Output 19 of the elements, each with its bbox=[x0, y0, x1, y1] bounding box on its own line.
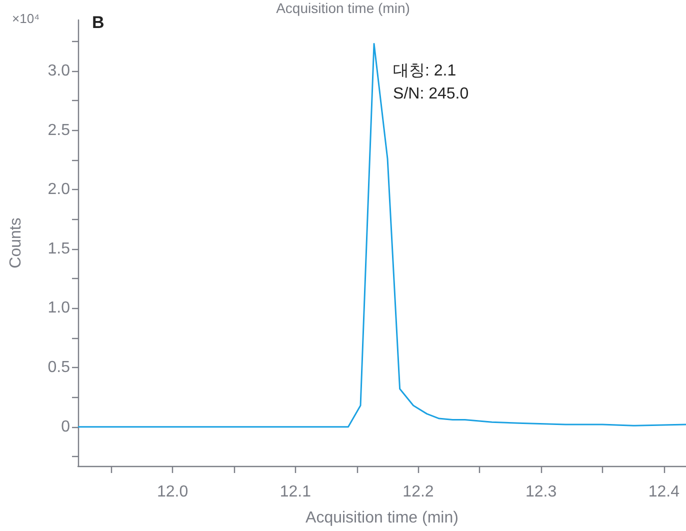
x-tick-label: 12.4 bbox=[648, 484, 680, 500]
text: Acquisition time (min) bbox=[276, 0, 410, 16]
y-tick-label: 0 bbox=[61, 418, 70, 436]
line-series bbox=[77, 42, 686, 428]
x-axis-title: Acquisition time (min) bbox=[306, 510, 458, 526]
y-tick-label: 2.5 bbox=[48, 122, 70, 139]
y-axis-title: Counts bbox=[8, 218, 24, 268]
x-tick-label: 12.0 bbox=[157, 484, 188, 500]
y-tick-label: 2.0 bbox=[48, 181, 70, 198]
y-tick-label: 1.5 bbox=[48, 240, 70, 258]
y-tick-label: 1.0 bbox=[48, 300, 70, 317]
x-tick-label: 12.2 bbox=[402, 484, 434, 500]
x-tick-label: 12.1 bbox=[280, 484, 312, 500]
chart-title: B bbox=[92, 13, 104, 32]
annotation: 대칭: 2.1 S/N: 245.0 bbox=[393, 62, 469, 103]
x-tick-label: 12.3 bbox=[525, 484, 557, 500]
y-tick-label: 0.5 bbox=[48, 359, 70, 376]
text: ×10⁴ bbox=[12, 11, 40, 26]
y-tick-label: 3.0 bbox=[48, 62, 70, 80]
